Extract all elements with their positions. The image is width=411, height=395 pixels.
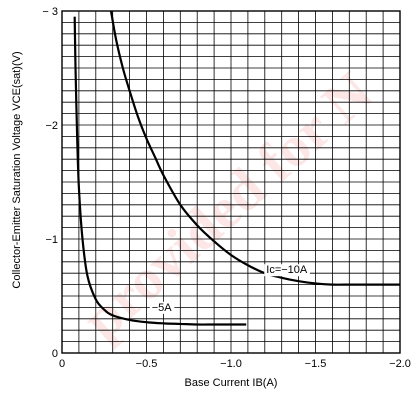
x-tick-label: −2.0: [389, 358, 411, 370]
y-tick-label: −2: [45, 120, 58, 132]
tick-labels: 0 −0.5 −1.0 −1.5 −2.0 0 −1 −2 − 3: [42, 6, 410, 370]
series-line-1: [73, 16, 247, 326]
x-tick-label: −1.5: [305, 358, 327, 370]
watermark-text: provided for N: [70, 59, 385, 352]
series-group: [73, 10, 400, 326]
series-line-0: [109, 10, 400, 286]
curve-labels: Ic=−10A −5A: [149, 264, 310, 314]
x-axis-title: Base Current IB(A): [185, 377, 278, 389]
y-tick-label: −1: [45, 234, 58, 246]
curve-label-1: −5A: [152, 302, 173, 314]
curve-label-0: Ic=−10A: [266, 264, 308, 276]
x-tick-label: −1.0: [220, 358, 242, 370]
y-axis-title: Collector-Emitter Saturation Voltage VCE…: [11, 51, 23, 288]
y-tick-label: 0: [52, 348, 58, 360]
y-tick-label: − 3: [42, 6, 58, 18]
watermark: provided for N: [70, 59, 385, 352]
plot-frame: [61, 10, 401, 354]
curve-label-background: [149, 301, 175, 314]
curve-label-background: [264, 264, 310, 277]
grid: [62, 11, 400, 353]
x-tick-label: 0: [59, 358, 65, 370]
x-tick-label: −0.5: [136, 358, 158, 370]
